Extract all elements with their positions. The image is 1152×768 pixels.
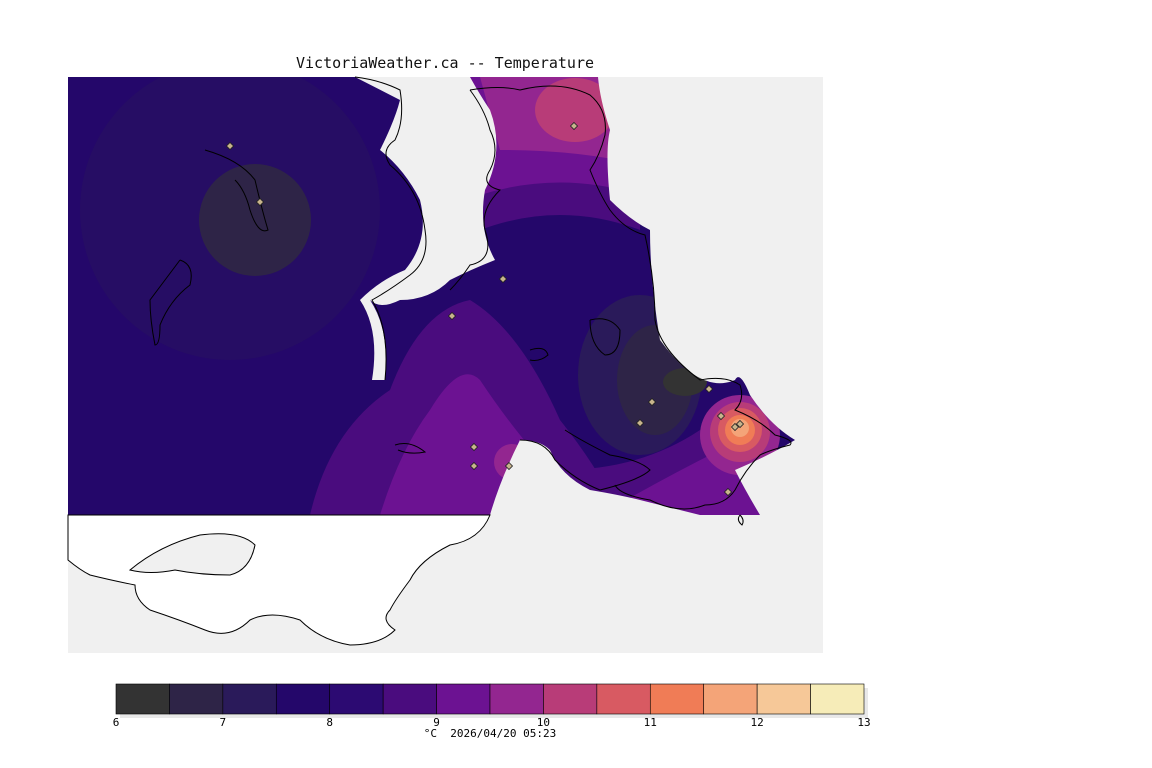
- legend-bin-10: [649, 683, 705, 715]
- station-marker-10[interactable]: [735, 419, 745, 429]
- station-marker-6[interactable]: [647, 397, 657, 407]
- legend-tick-label-4: 10: [537, 716, 550, 729]
- station-markers: [225, 121, 745, 497]
- legend-bin-0: [115, 683, 170, 715]
- legend-bin-6: [436, 683, 491, 715]
- legend-tick-label-7: 13: [857, 716, 870, 729]
- station-marker-5[interactable]: [704, 384, 714, 394]
- coastlines: [149, 76, 792, 526]
- map-title: VictoriaWeather.ca -- Temperature: [296, 54, 595, 72]
- legend-caption: °C 2026/04/20 05:23: [423, 727, 557, 740]
- legend-bin-1: [169, 683, 224, 715]
- station-marker-3[interactable]: [498, 274, 508, 284]
- color-legend: 6 7 8 9 10 11 12 13: [113, 683, 871, 729]
- legend-bin-3: [275, 683, 331, 715]
- legend-tick-label-6: 12: [751, 716, 764, 729]
- temperature-field: [68, 77, 823, 515]
- station-marker-13[interactable]: [504, 461, 514, 471]
- legend-bin-12: [756, 683, 811, 715]
- station-marker-12[interactable]: [469, 461, 479, 471]
- legend-bin-4: [329, 683, 384, 715]
- station-marker-2[interactable]: [569, 121, 579, 131]
- station-marker-8[interactable]: [716, 411, 726, 421]
- legend-tick-label-3: 9: [433, 716, 440, 729]
- station-marker-4[interactable]: [447, 311, 457, 321]
- station-marker-9[interactable]: [730, 422, 740, 432]
- legend-bin-2: [222, 683, 277, 715]
- legend-tick-label-0: 6: [113, 716, 120, 729]
- legend-bin-11: [703, 683, 758, 715]
- sea-overlay: [355, 77, 823, 515]
- legend-tick-label-2: 8: [326, 716, 333, 729]
- station-marker-11[interactable]: [469, 442, 479, 452]
- station-marker-7[interactable]: [635, 418, 645, 428]
- station-marker-14[interactable]: [723, 487, 733, 497]
- legend-bin-7: [489, 683, 544, 715]
- southern-inland-water: [128, 533, 256, 576]
- legend-bin-5: [382, 683, 437, 715]
- station-marker-0[interactable]: [225, 141, 235, 151]
- legend-bin-13: [810, 683, 865, 715]
- legend-tick-label-1: 7: [220, 716, 227, 729]
- legend-tick-label-5: 11: [644, 716, 657, 729]
- station-marker-1[interactable]: [255, 197, 265, 207]
- legend-bin-9: [596, 683, 651, 715]
- legend-bin-8: [543, 683, 598, 715]
